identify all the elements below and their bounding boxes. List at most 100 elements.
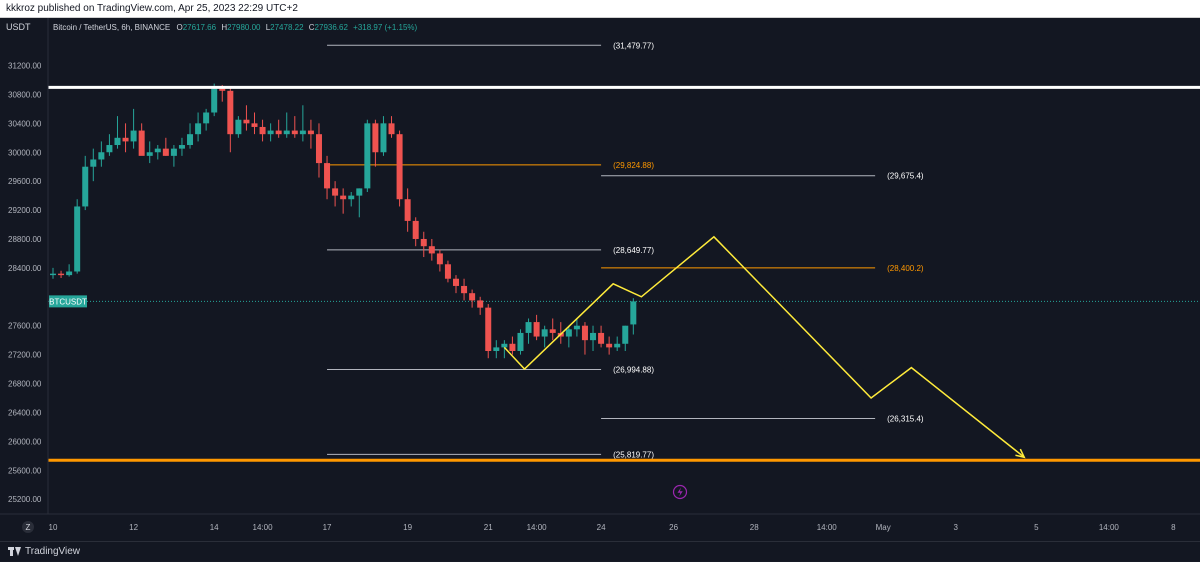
time-tick-label: 5 [1034, 523, 1039, 532]
candle-body [219, 88, 226, 91]
currency-label: USDT [6, 22, 31, 32]
legend-low-value: 27478.22 [270, 23, 304, 32]
price-tick-label: 30000.00 [8, 148, 42, 157]
candle [130, 108, 137, 149]
candle-body [50, 273, 56, 276]
candle [436, 249, 443, 272]
price-tick-label: 26400.00 [8, 408, 42, 417]
legend-change: +318.97 (+1.15%) [353, 23, 417, 32]
candle-body [203, 112, 210, 124]
candle-body [380, 123, 387, 153]
candle-body [364, 123, 371, 189]
price-tick-label: 29200.00 [8, 206, 42, 215]
candle [275, 119, 282, 138]
time-tick-label: 28 [750, 523, 759, 532]
candle [606, 336, 613, 355]
event-flash-icon[interactable] [672, 484, 688, 500]
candle [178, 137, 185, 156]
price-tick-label: 30800.00 [8, 90, 42, 99]
time-tick-label: 26 [669, 523, 678, 532]
candle-body [485, 307, 492, 351]
candle [203, 108, 210, 131]
legend-symbol: Bitcoin / TetherUS, 6h, BINANCE [53, 23, 170, 32]
candle-body [138, 130, 145, 156]
candle-body [146, 152, 153, 156]
candle [162, 137, 169, 156]
price-level-label: (28,400.2) [887, 264, 924, 273]
candle-body [324, 163, 331, 189]
candle-body [581, 325, 588, 341]
price-level-label: (26,994.88) [613, 365, 654, 374]
candle-body [622, 325, 629, 344]
candle [573, 318, 580, 337]
candle-body [154, 148, 161, 153]
candle-body [211, 88, 218, 113]
candle [82, 155, 89, 211]
candle [259, 119, 266, 142]
price-level-label: (26,315.4) [887, 415, 924, 424]
candle [614, 336, 621, 351]
candle-body [509, 343, 516, 351]
candle [590, 325, 597, 351]
candle-body [428, 246, 435, 254]
candle [420, 231, 427, 258]
candle [444, 260, 451, 283]
timezone-button[interactable] [22, 521, 34, 533]
candle [106, 134, 113, 156]
candle [307, 119, 314, 149]
candle-body [404, 199, 411, 221]
candle [114, 116, 121, 149]
candle [291, 116, 298, 138]
symbol-badge-label: BTCUSDT [49, 297, 87, 306]
candle [98, 141, 105, 167]
candle [66, 264, 73, 277]
price-tick-label: 25600.00 [8, 466, 42, 475]
candle [364, 119, 371, 192]
candle [283, 112, 290, 138]
candle-body [58, 273, 65, 276]
candle-body [307, 130, 314, 135]
projection-path [503, 235, 1025, 458]
candle [235, 116, 242, 138]
chart-area[interactable]: (31,479.77) (29,824.88) (29,675.4) (28,649.… [0, 18, 1200, 541]
candle [324, 155, 331, 200]
candle [146, 141, 153, 164]
tradingview-logo-icon [8, 547, 21, 556]
candle-body [477, 300, 484, 308]
candle-body [590, 332, 597, 341]
candle-body [396, 134, 403, 200]
candle-body [372, 123, 379, 153]
legend-high-label: H [221, 23, 227, 32]
price-tick-label: 28800.00 [8, 235, 42, 244]
candle [372, 119, 379, 167]
candle-body [170, 148, 177, 156]
candle [315, 123, 322, 178]
candle-body [606, 343, 613, 348]
candle-body [565, 329, 572, 337]
candle-body [356, 188, 363, 196]
candle [211, 83, 218, 117]
candle-body [469, 293, 476, 301]
publish-info-text: kkkroz published on TradingView.com, Apr… [6, 3, 298, 14]
time-tick-label: 14:00 [253, 523, 274, 532]
candle-body [122, 137, 129, 142]
candle [195, 112, 202, 142]
price-level-label: (25,819.77) [613, 450, 654, 459]
candle-body [98, 152, 105, 160]
time-tick-label: 10 [49, 523, 58, 532]
time-tick-label: 14:00 [1099, 523, 1120, 532]
candle [348, 192, 355, 207]
candle [50, 267, 56, 279]
time-tick-label: 17 [323, 523, 332, 532]
candle [581, 322, 588, 355]
price-chart[interactable]: (31,479.77) (29,824.88) (29,675.4) (28,649.… [0, 18, 1200, 541]
candle-body [106, 145, 113, 153]
candle-body [235, 119, 242, 135]
candle-body [74, 206, 81, 272]
candle [340, 188, 347, 214]
price-level-label: (31,479.77) [613, 41, 654, 50]
candle [461, 278, 468, 301]
time-tick-label: 21 [484, 523, 493, 532]
candle-body [461, 285, 468, 294]
candle [404, 188, 411, 232]
